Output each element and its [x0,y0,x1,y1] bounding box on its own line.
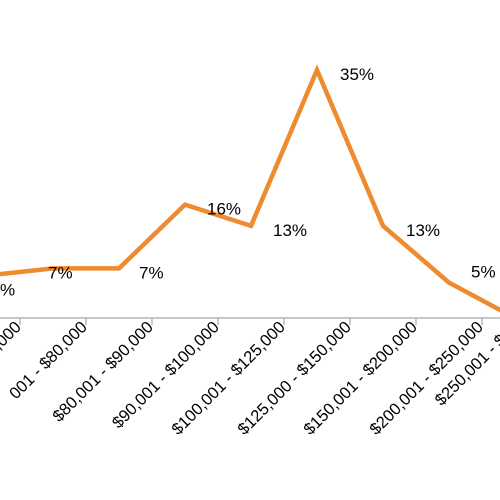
data-label: 5% [471,263,496,282]
data-label: 13% [406,221,440,240]
data-label: 16% [207,200,241,219]
x-tick-label: 0,000 [0,318,25,360]
data-label: 7% [139,263,164,282]
x-tick-label: $125,000 - $150,000 [234,318,354,438]
data-labels: %7%7%16%13%35%13%5%0 [0,65,496,299]
data-label: 13% [273,221,307,240]
x-axis-ticks [19,318,483,325]
x-tick-label: $100,001 - $125,000 [168,318,288,438]
series-line [0,64,500,313]
data-label: 7% [48,263,73,282]
data-label: 35% [340,65,374,84]
x-tick-label: $150,001 - $200,000 [300,318,420,438]
data-label: % [0,280,15,299]
